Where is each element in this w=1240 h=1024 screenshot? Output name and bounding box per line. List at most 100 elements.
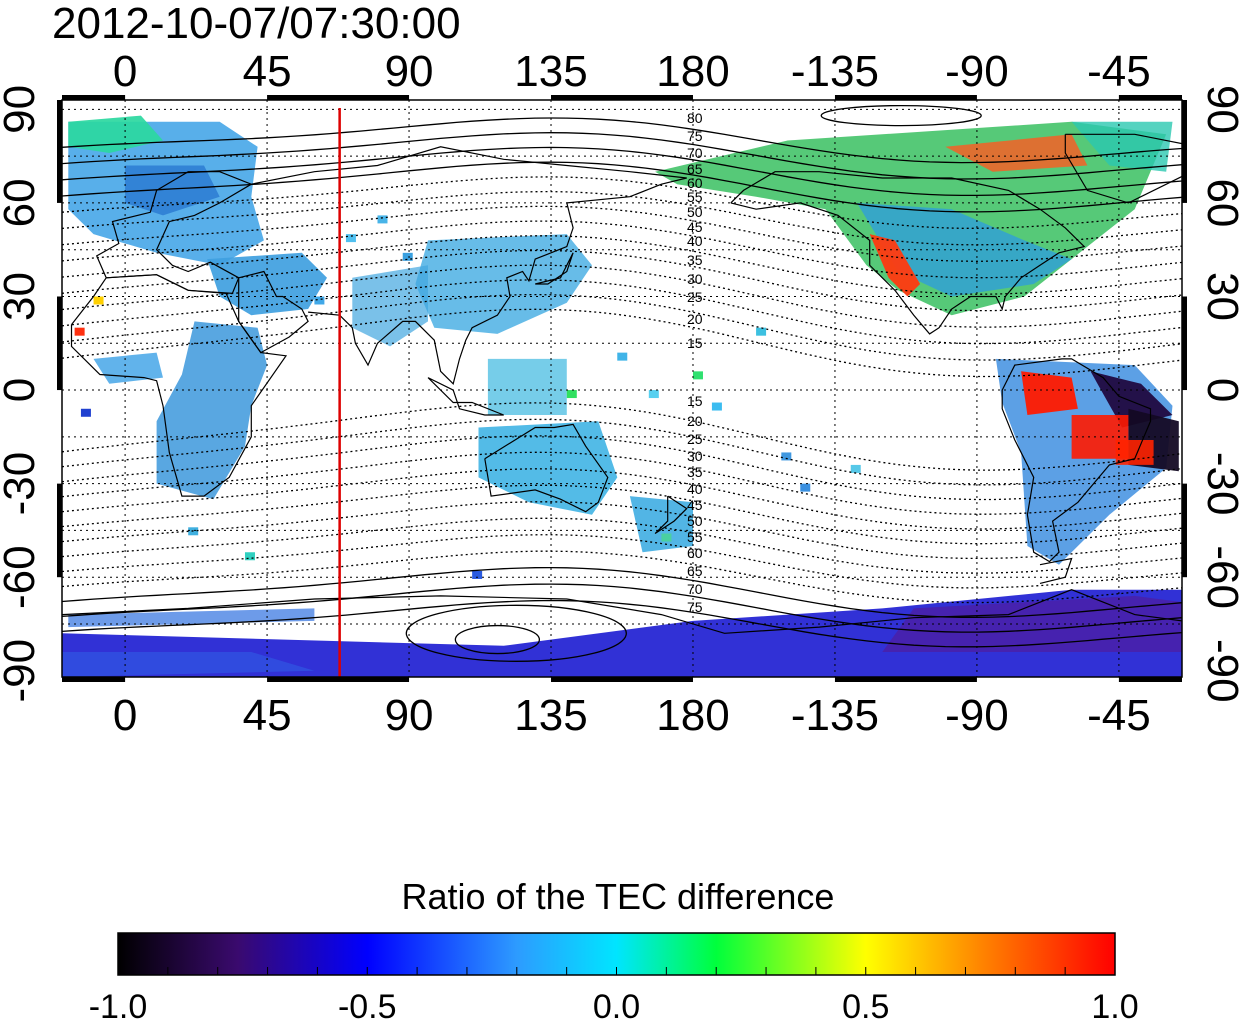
contour-label-north: 65 xyxy=(687,161,703,177)
data-patch-antarctica xyxy=(62,589,1182,677)
magnetic-latitude-contour xyxy=(62,484,1182,545)
magnetic-latitude-contours xyxy=(62,104,1182,662)
magnetic-latitude-contour xyxy=(62,451,1182,515)
colorbar-tick-label: 0.0 xyxy=(593,988,640,1024)
y-axis-left-labels: 90 60 30 0 -30 -60 -90 xyxy=(0,85,44,703)
contour-label-south: 60 xyxy=(687,545,703,561)
data-patch-se-asia xyxy=(487,358,567,415)
magnetic-latitude-contour xyxy=(62,418,1182,486)
data-patch-brazil-dark xyxy=(1090,371,1173,428)
contour-label-north: 80 xyxy=(687,110,703,126)
axis-bar-left xyxy=(57,296,62,391)
colorbar-tick-label: -0.5 xyxy=(338,988,397,1024)
data-tile xyxy=(566,390,577,399)
coastline-australia xyxy=(484,423,609,513)
y-tick-right-label: 0 xyxy=(1198,378,1240,402)
contour-label-south: 75 xyxy=(687,599,703,615)
contour-label-south: 50 xyxy=(687,513,703,529)
magnetic-latitude-contour xyxy=(62,190,1182,246)
y-tick-left-label: -30 xyxy=(0,452,44,516)
contour-label-north: 20 xyxy=(687,311,703,327)
x-tick-top-label: 135 xyxy=(514,47,587,96)
coastline-layer xyxy=(62,133,1182,634)
contour-label-south: 70 xyxy=(687,581,703,597)
data-tile xyxy=(850,464,861,473)
magnetic-latitude-contour xyxy=(62,205,1182,262)
y-tick-right-label: -90 xyxy=(1198,639,1240,703)
magnetic-latitude-contour xyxy=(62,117,1182,164)
magnetic-latitude-contour xyxy=(62,264,1182,328)
y-tick-right-label: -60 xyxy=(1198,545,1240,609)
axis-bar-top xyxy=(1118,95,1182,100)
contour-label-north: 75 xyxy=(687,128,703,144)
x-tick-bottom-label: 0 xyxy=(113,691,137,740)
axis-bar-bottom xyxy=(834,677,977,682)
coastline-asia-north xyxy=(251,146,687,185)
coastline-europe xyxy=(95,171,253,295)
magnetic-latitude-contour xyxy=(62,517,1182,574)
coastline-new-zealand xyxy=(654,495,688,535)
tec-data-layer xyxy=(62,115,1182,677)
contour-label-north: 50 xyxy=(687,204,703,220)
magnetic-latitude-contour xyxy=(62,534,1182,589)
data-patch-africa xyxy=(156,321,268,500)
coastline-japan xyxy=(535,252,574,285)
x-tick-top-label: 180 xyxy=(656,47,729,96)
data-tile xyxy=(756,327,767,336)
data-tile xyxy=(74,327,85,336)
coastline-asia-south-east xyxy=(308,177,687,385)
y-tick-left-label: 30 xyxy=(0,272,44,321)
contour-label-south: 30 xyxy=(687,448,703,464)
magnetic-pole-contour-outer xyxy=(405,604,627,662)
data-tile xyxy=(648,390,659,399)
magnetic-latitude-contour xyxy=(62,132,1182,180)
data-tile xyxy=(314,296,325,305)
data-patch-brazil-red-2 xyxy=(1115,440,1154,465)
magnetic-latitude-contour xyxy=(62,583,1182,633)
y-tick-left-label: -60 xyxy=(0,545,44,609)
axis-bar-right xyxy=(1182,483,1187,578)
contour-label-north: 70 xyxy=(687,145,703,161)
axis-bar-top xyxy=(834,95,977,100)
colorbar-tick-label: 0.5 xyxy=(842,988,889,1024)
colorbar-ticks: -1.0 -0.5 0.0 0.5 1.0 xyxy=(89,967,1139,1024)
data-tile xyxy=(711,402,722,411)
data-tile xyxy=(692,371,703,380)
axis-bar-bottom xyxy=(267,677,410,682)
data-tile xyxy=(345,234,356,243)
magnetic-latitude-contour xyxy=(62,146,1182,197)
contour-label-north: 15 xyxy=(687,335,703,351)
contour-label-north: 35 xyxy=(687,252,703,268)
coastline-south-america xyxy=(1001,358,1152,563)
x-tick-top-label: -90 xyxy=(945,47,1009,96)
axis-bar-left xyxy=(57,100,62,203)
contour-label-north: 25 xyxy=(687,289,703,305)
data-tile xyxy=(377,215,388,224)
contour-label-south: 40 xyxy=(687,481,703,497)
x-tick-bottom-label: 180 xyxy=(656,691,729,740)
y-tick-right-label: 30 xyxy=(1198,272,1240,321)
x-tick-top-label: 45 xyxy=(243,47,292,96)
magnetic-latitude-contour xyxy=(62,220,1182,279)
x-tick-bottom-label: -135 xyxy=(791,691,879,740)
magnetic-latitude-contour xyxy=(62,176,1182,229)
magnetic-pole-contour-inner xyxy=(454,624,541,655)
data-tile xyxy=(472,570,483,579)
data-patch-east-asia xyxy=(415,234,592,334)
contour-label-south: 55 xyxy=(687,529,703,545)
magnetic-latitude-contour xyxy=(62,161,1182,213)
x-axis-bottom-labels: 0 45 90 135 180 -135 -90 -45 xyxy=(113,691,1151,740)
data-tile xyxy=(617,352,628,361)
data-tile xyxy=(661,533,672,542)
axis-bar-top xyxy=(267,95,410,100)
y-tick-right-label: 60 xyxy=(1198,178,1240,227)
x-tick-bottom-label: -45 xyxy=(1087,691,1151,740)
y-tick-right-label: 90 xyxy=(1198,85,1240,134)
y-axis-right-labels: 90 60 30 0 -30 -60 -90 xyxy=(1198,85,1240,703)
x-tick-bottom-label: 135 xyxy=(514,691,587,740)
coastline-antarctic-peninsula xyxy=(1039,557,1073,584)
magnetic-latitude-contour xyxy=(62,566,1182,618)
y-tick-left-label: 60 xyxy=(0,178,44,227)
y-tick-left-label: 90 xyxy=(0,85,44,134)
